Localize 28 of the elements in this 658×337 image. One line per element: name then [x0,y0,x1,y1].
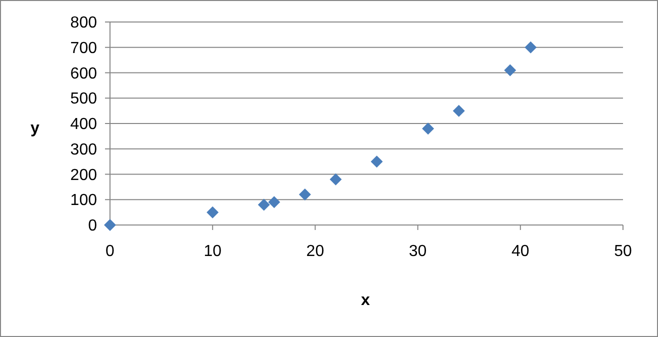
x-tick-label: 10 [204,243,222,260]
x-tick-label: 50 [614,243,632,260]
y-tick-label: 500 [70,90,98,108]
y-tick-label: 600 [70,65,98,82]
point [524,41,537,54]
point [258,198,270,211]
x-tick-label: 0 [106,243,115,260]
point [104,219,116,231]
y-tick-label: 400 [70,116,98,134]
x-tick-label: 40 [512,243,530,260]
point [504,64,516,76]
x-axis-title: x [361,292,370,309]
point [452,104,465,117]
point [298,188,311,201]
y-tick-label: 800 [70,14,98,32]
y-tick-label: 300 [70,141,98,158]
y-tick-label: 100 [70,192,98,210]
point [422,122,434,135]
point [370,156,383,168]
y-tick-label: 700 [70,40,98,57]
y-axis-title: y [30,120,40,137]
x-tick-label: 30 [408,243,427,260]
point [206,206,219,218]
point [268,196,280,208]
y-tick-label: 200 [70,166,98,184]
y-tick-label: 0 [88,218,98,235]
x-tick-label: 20 [306,243,324,260]
point [330,173,342,186]
